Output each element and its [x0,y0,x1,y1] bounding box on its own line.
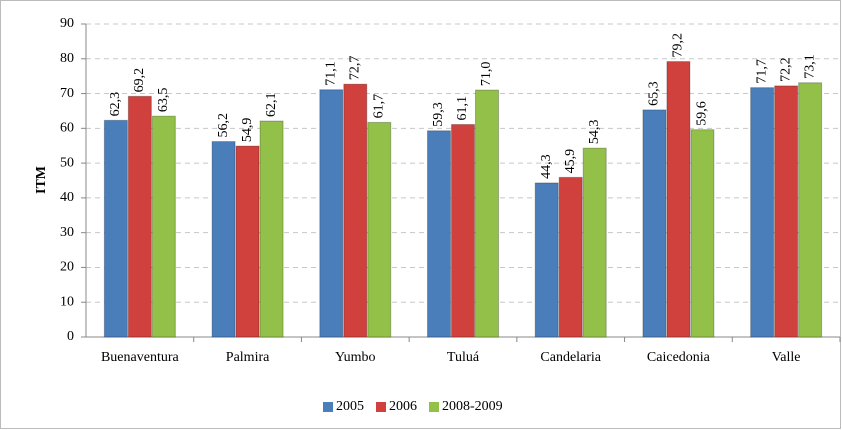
data-label: 61,7 [372,94,387,119]
data-label: 44,3 [539,154,554,179]
bar [475,89,499,338]
data-label: 71,0 [479,62,494,87]
bar [534,182,559,338]
data-label: 59,3 [431,102,446,127]
bar [151,115,176,338]
bar [235,145,260,338]
y-tick-label: 80 [60,51,74,66]
data-label: 72,2 [778,57,793,82]
y-tick-label: 70 [60,86,74,101]
y-tick-label: 0 [67,329,74,344]
data-label: 71,7 [754,59,769,84]
bar [642,109,667,338]
y-tick-label: 90 [60,16,74,31]
data-label: 63,5 [156,88,171,113]
data-label: 62,3 [108,92,123,117]
y-tick-label: 30 [60,225,74,240]
y-tick-label: 20 [60,260,74,275]
bar [127,95,152,338]
bar [666,61,691,338]
bar [798,82,823,338]
data-label: 69,2 [132,68,147,93]
x-tick-label: Yumbo [335,350,375,365]
bar [259,120,284,338]
legend-label: 2005 [336,399,364,414]
data-label: 45,9 [563,149,578,174]
legend-label: 2008-2009 [442,399,503,414]
x-tick-label: Buenaventura [101,350,180,365]
bar [774,85,799,338]
bar [427,130,451,338]
bar [343,83,368,338]
data-label: 54,3 [587,120,602,145]
bar [211,141,236,338]
legend-swatch [429,402,439,412]
bar [319,89,344,338]
legend-label: 2006 [389,399,417,414]
y-tick-label: 40 [60,190,74,205]
data-label: 62,1 [264,93,279,118]
bar [558,176,583,338]
y-tick-label: 10 [60,294,74,309]
data-label: 59,6 [695,101,710,126]
bar [750,87,775,338]
bar [690,129,715,338]
y-tick-label: 60 [60,121,74,136]
data-label: 61,1 [455,96,470,121]
x-tick-label: Tuluá [447,350,480,365]
data-label: 72,7 [348,56,363,81]
data-label: 79,2 [671,33,686,58]
x-tick-label: Valle [772,350,801,365]
bar [582,147,607,338]
x-tick-label: Candelaria [540,350,601,365]
bar [367,121,392,338]
x-tick-label: Caicedonia [647,350,711,365]
y-tick-label: 50 [60,155,74,170]
data-label: 71,1 [324,61,339,86]
bar [451,124,475,338]
data-label: 54,9 [240,118,255,143]
bar [103,119,128,338]
legend-swatch [376,402,386,412]
data-label: 56,2 [216,113,231,138]
data-label: 73,1 [802,54,817,79]
data-label: 65,3 [647,81,662,106]
legend-swatch [323,402,333,412]
x-tick-label: Palmira [226,350,270,365]
y-axis-label: ITM [34,166,49,194]
